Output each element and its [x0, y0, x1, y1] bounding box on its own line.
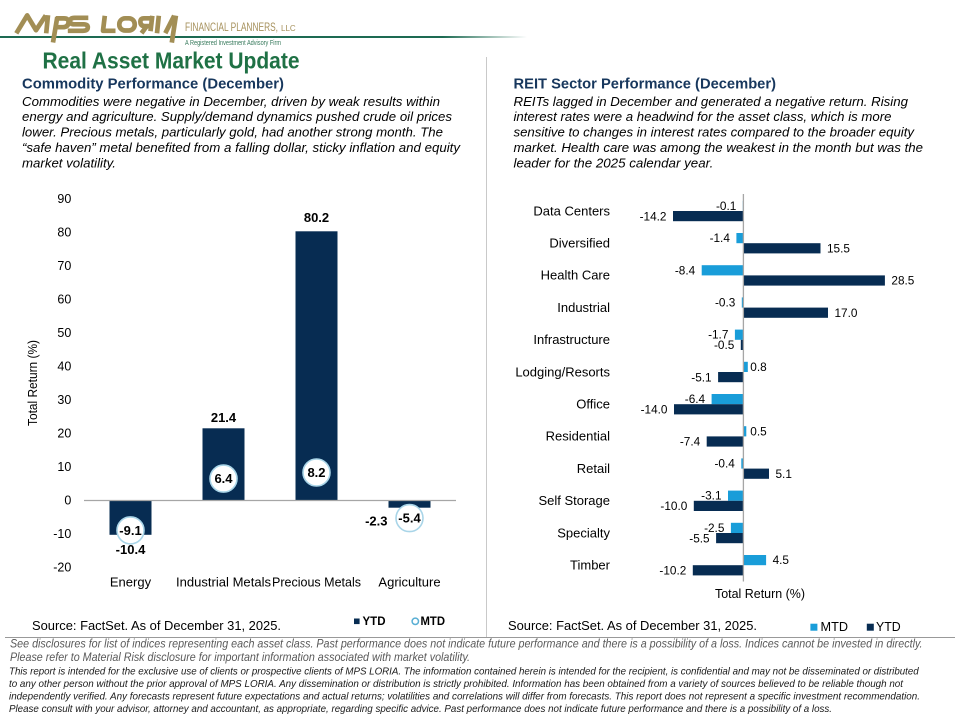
- svg-text:-2.5: -2.5: [704, 521, 725, 535]
- svg-text:sensitive to changes in intere: sensitive to changes in interest rates c…: [514, 125, 916, 140]
- svg-text:leader for the 2025 calendar y: leader for the 2025 calendar year.: [514, 155, 714, 170]
- svg-text:15.5: 15.5: [827, 242, 850, 256]
- svg-text:Industrial Metals: Industrial Metals: [176, 575, 271, 590]
- svg-text:-6.4: -6.4: [685, 392, 706, 406]
- svg-text:Industrial: Industrial: [557, 300, 610, 315]
- svg-text:Source: FactSet. As of Decembe: Source: FactSet. As of December 31, 2025…: [508, 618, 757, 633]
- svg-text:Health Care: Health Care: [541, 268, 610, 283]
- svg-text:Self Storage: Self Storage: [538, 493, 610, 508]
- svg-text:LLC: LLC: [281, 24, 296, 33]
- svg-text:28.5: 28.5: [891, 274, 914, 288]
- svg-text:-10.4: -10.4: [116, 542, 146, 557]
- svg-text:Source: FactSet. As of Decembe: Source: FactSet. As of December 31, 2025…: [32, 618, 281, 633]
- svg-text:A Registered Investment Adviso: A Registered Investment Advisory Firm: [185, 38, 281, 47]
- svg-text:-14.0: -14.0: [641, 403, 668, 417]
- svg-text:Specialty: Specialty: [557, 525, 610, 540]
- svg-text:-0.5: -0.5: [714, 338, 735, 352]
- svg-text:10: 10: [57, 460, 71, 474]
- svg-text:-1.7: -1.7: [708, 328, 728, 342]
- svg-text:30: 30: [57, 393, 71, 407]
- svg-text:Precious Metals: Precious Metals: [272, 575, 361, 590]
- svg-text:energy and agriculture. Supply: energy and agriculture. Supply/demand dy…: [22, 109, 452, 124]
- svg-text:lower. Precious metals, partic: lower. Precious metals, particularly gol…: [22, 125, 443, 140]
- svg-text:40: 40: [57, 359, 71, 373]
- svg-text:80: 80: [57, 225, 71, 239]
- svg-text:MTD: MTD: [821, 620, 849, 634]
- svg-text:Office: Office: [576, 397, 610, 412]
- svg-text:-7.4: -7.4: [680, 435, 701, 449]
- svg-text:Total Return (%): Total Return (%): [715, 586, 805, 601]
- svg-text:20: 20: [57, 426, 71, 440]
- svg-text:REITs lagged in December and g: REITs lagged in December and generated a…: [514, 94, 909, 109]
- svg-text:This report is intended for th: This report is intended for the exclusiv…: [9, 666, 920, 677]
- svg-text:REIT Sector Performance (Decem: REIT Sector Performance (December): [514, 75, 777, 92]
- svg-text:Total Return (%): Total Return (%): [25, 340, 40, 426]
- svg-text:YTD: YTD: [876, 620, 901, 634]
- svg-text:YTD: YTD: [363, 614, 386, 628]
- svg-text:Timber: Timber: [570, 558, 611, 573]
- svg-text:-9.1: -9.1: [119, 523, 141, 538]
- svg-text:Residential: Residential: [546, 429, 610, 444]
- svg-text:-2.3: -2.3: [365, 514, 387, 529]
- svg-text:Data Centers: Data Centers: [533, 203, 610, 218]
- svg-text:Retail: Retail: [577, 461, 610, 476]
- svg-text:Infrastructure: Infrastructure: [533, 332, 610, 347]
- svg-text:See disclosures for list of in: See disclosures for list of indices repr…: [10, 636, 923, 650]
- svg-text:-3.1: -3.1: [701, 489, 721, 503]
- svg-text:market volatility.: market volatility.: [22, 155, 116, 170]
- svg-text:Diversified: Diversified: [549, 236, 610, 251]
- svg-text:-8.4: -8.4: [675, 263, 696, 277]
- svg-text:Please consult with your advis: Please consult with your advisor, attorn…: [9, 704, 832, 715]
- svg-text:-5.1: -5.1: [691, 370, 711, 384]
- svg-text:“safe haven” metal benefited f: “safe haven” metal benefited from a fall…: [22, 140, 462, 155]
- svg-text:FINANCIAL PLANNERS,: FINANCIAL PLANNERS,: [185, 20, 278, 34]
- svg-text:-5.5: -5.5: [689, 531, 710, 545]
- svg-text:-14.2: -14.2: [640, 209, 667, 223]
- svg-text:-10.0: -10.0: [660, 499, 687, 513]
- svg-text:-10.2: -10.2: [659, 564, 686, 578]
- svg-text:0: 0: [64, 493, 71, 507]
- svg-text:-5.4: -5.4: [398, 511, 421, 526]
- svg-text:Please refer to Material Risk: Please refer to Material Risk disclosure…: [10, 650, 470, 664]
- svg-text:to any other person without th: to any other person without the prior ap…: [9, 679, 904, 690]
- svg-text:17.0: 17.0: [835, 306, 858, 320]
- svg-text:Agriculture: Agriculture: [378, 575, 440, 590]
- svg-text:-0.3: -0.3: [715, 296, 736, 310]
- svg-text:-1.4: -1.4: [710, 231, 731, 245]
- svg-text:50: 50: [57, 326, 71, 340]
- svg-text:60: 60: [57, 292, 71, 306]
- svg-text:Commodities were negative in D: Commodities were negative in December, d…: [22, 94, 440, 109]
- svg-text:MTD: MTD: [421, 614, 446, 628]
- svg-text:5.1: 5.1: [776, 467, 792, 481]
- svg-text:4.5: 4.5: [773, 553, 790, 567]
- svg-text:-0.1: -0.1: [716, 199, 736, 213]
- svg-text:90: 90: [57, 192, 71, 206]
- svg-text:-10: -10: [53, 527, 71, 541]
- svg-text:Real Asset Market Update: Real Asset Market Update: [43, 48, 300, 74]
- svg-text:market. Health care was among: market. Health care was among the weakes…: [514, 140, 924, 155]
- svg-text:6.4: 6.4: [214, 471, 233, 486]
- svg-text:0.8: 0.8: [750, 360, 767, 374]
- svg-text:interest rates were a headwind: interest rates were a headwind for the a…: [514, 109, 892, 124]
- svg-text:Commodity Performance (Decembe: Commodity Performance (December): [22, 75, 284, 92]
- svg-text:Lodging/Resorts: Lodging/Resorts: [515, 364, 610, 379]
- svg-text:70: 70: [57, 259, 71, 273]
- svg-text:8.2: 8.2: [307, 465, 325, 480]
- svg-text:-20: -20: [53, 560, 71, 574]
- svg-text:21.4: 21.4: [211, 410, 237, 425]
- svg-text:0.5: 0.5: [750, 424, 767, 438]
- svg-text:independently verified. Any fo: independently verified. Any forecasts re…: [9, 691, 920, 702]
- svg-text:Energy: Energy: [110, 575, 152, 590]
- svg-text:-0.4: -0.4: [714, 457, 735, 471]
- svg-text:80.2: 80.2: [304, 210, 329, 225]
